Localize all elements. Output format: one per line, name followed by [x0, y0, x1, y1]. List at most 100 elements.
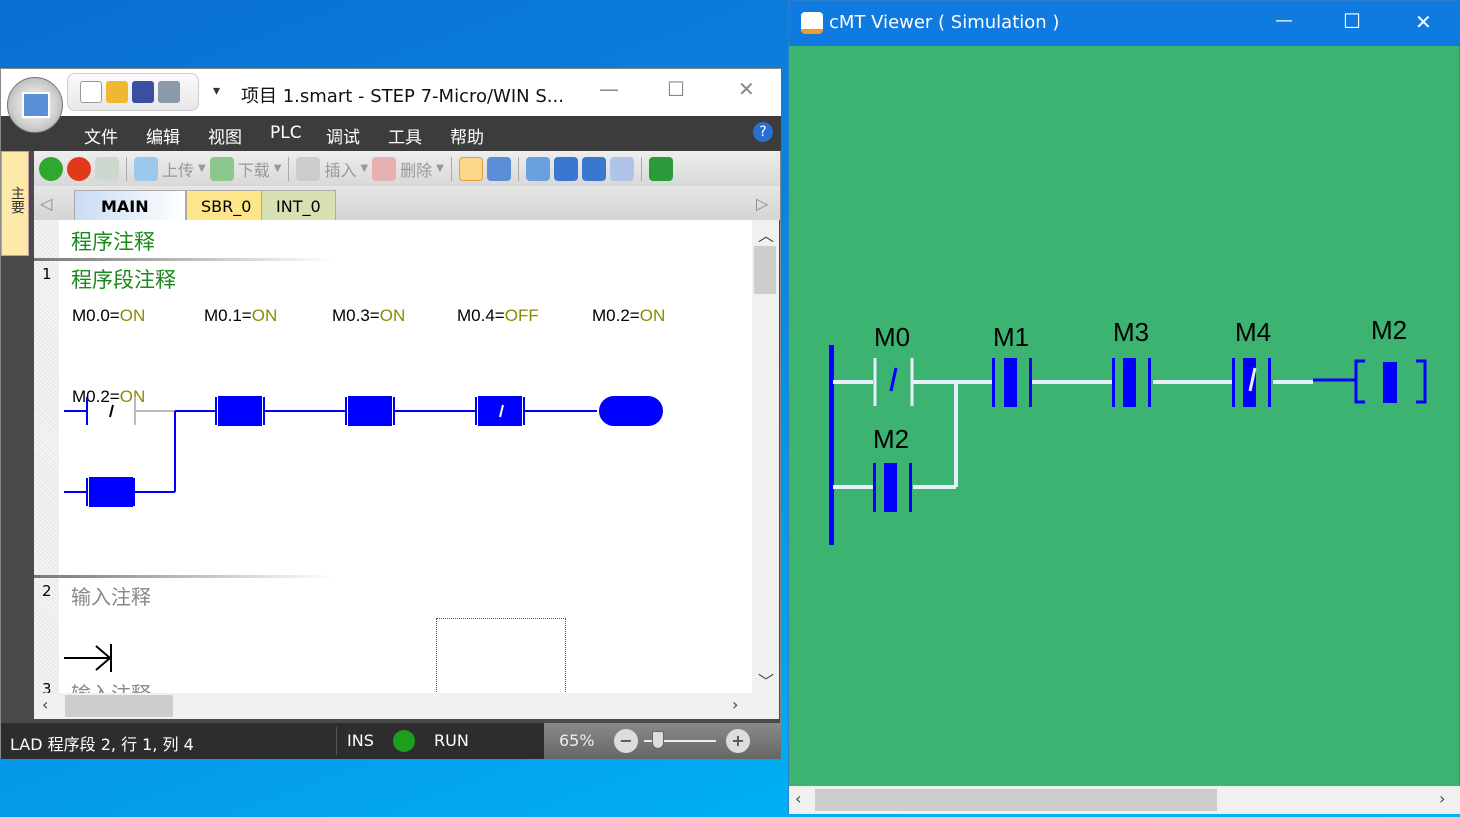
minimize-button[interactable]: —	[599, 77, 619, 101]
m2-branch-contact	[884, 463, 897, 512]
upload-icon	[134, 156, 158, 181]
coil-label: M2	[1371, 315, 1407, 345]
minimize-button[interactable]: —	[1275, 10, 1293, 31]
network-number: 1	[42, 265, 52, 283]
insert-button[interactable]: 插入	[324, 160, 357, 180]
upload-button[interactable]: 上传	[162, 160, 195, 180]
contact-label: M0.2=ON	[72, 387, 145, 406]
network-gutter	[34, 220, 59, 693]
scroll-thumb[interactable]	[65, 695, 173, 717]
network-1-ladder: M0.0=ON M0.1=ON M0.3=ON M0.4=OFF M0.2=ON…	[64, 306, 665, 507]
status-bar: LAD 程序段 2, 行 1, 列 4 INS RUN 65% − +	[1, 723, 781, 759]
scroll-down-icon[interactable]: ﹀	[758, 672, 775, 691]
remove-bookmark-icon[interactable]	[609, 156, 634, 181]
run-icon[interactable]	[39, 156, 63, 181]
contact-m02-active	[89, 477, 133, 507]
qat-dropdown-icon[interactable]: ▾	[213, 83, 221, 99]
tab-int0[interactable]: INT_0	[261, 190, 336, 220]
zoom-slider[interactable]	[644, 740, 716, 742]
scroll-left-icon[interactable]: ‹	[42, 695, 49, 714]
contact-label: M0.0=ON	[72, 306, 145, 325]
app-menu-button[interactable]	[7, 77, 63, 133]
stop-icon[interactable]	[67, 156, 91, 181]
network-comment[interactable]: 程序段注释	[71, 268, 176, 292]
close-button[interactable]: ✕	[1415, 10, 1432, 34]
network-comment[interactable]: 输入注释	[71, 585, 151, 609]
bookmark-icon[interactable]	[525, 156, 550, 181]
next-bookmark-icon[interactable]	[581, 156, 606, 181]
horizontal-scrollbar[interactable]: ‹ ›	[34, 693, 779, 719]
horizontal-scrollbar[interactable]: ‹ ›	[789, 786, 1460, 814]
ladder-editor[interactable]: 程序注释 1 程序段注释 M0.0=ON M0.1=ON M0.3=ON M0.…	[34, 220, 752, 693]
menu-file[interactable]: 文件	[84, 128, 118, 148]
tab-scroll-right[interactable]: ▷	[756, 194, 769, 213]
zoom-control: 65% − +	[544, 723, 781, 759]
print-icon[interactable]	[158, 81, 180, 103]
open-icon[interactable]	[106, 81, 128, 103]
table-status-icon[interactable]	[486, 156, 511, 181]
scroll-thumb[interactable]	[815, 789, 1217, 811]
zoom-slider-thumb[interactable]	[652, 731, 664, 749]
scroll-thumb[interactable]	[754, 246, 776, 294]
compile-icon[interactable]	[95, 156, 119, 181]
insert-icon	[296, 156, 321, 181]
menu-debug[interactable]: 调试	[326, 128, 360, 148]
quick-access-toolbar	[67, 73, 199, 111]
menu-tools[interactable]: 工具	[388, 128, 422, 148]
maximize-button[interactable]: ☐	[667, 77, 685, 101]
delete-button[interactable]: 删除	[400, 160, 433, 180]
save-icon[interactable]	[132, 81, 154, 103]
m1-label: M1	[993, 322, 1029, 352]
cursor-position: LAD 程序段 2, 行 1, 列 4	[10, 735, 194, 754]
network-number: 2	[42, 582, 52, 600]
program-comment[interactable]: 程序注释	[71, 230, 155, 254]
contact-m04-active	[478, 396, 522, 426]
project-tree-tab[interactable]: 主要	[1, 151, 29, 256]
go-icon[interactable]	[648, 156, 673, 181]
plc-run-state: RUN	[434, 731, 469, 750]
coil-label: M0.2=ON	[592, 306, 665, 325]
new-icon[interactable]	[80, 81, 102, 103]
program-status-icon[interactable]	[458, 156, 483, 181]
tab-sbr0[interactable]: SBR_0	[186, 190, 267, 220]
selection-cursor[interactable]	[436, 618, 566, 693]
menu-view[interactable]: 视图	[208, 128, 242, 148]
run-status-indicator	[393, 730, 415, 752]
m3-label: M3	[1113, 317, 1149, 347]
branch-label: M2	[873, 424, 909, 454]
cmt-viewer-window: cMT Viewer ( Simulation ) — ☐ ✕ M0 M1 M3…	[788, 0, 1460, 814]
download-button[interactable]: 下载	[237, 160, 270, 180]
scroll-right-icon[interactable]: ›	[732, 695, 739, 714]
scroll-left-icon[interactable]: ‹	[795, 789, 802, 808]
menu-help[interactable]: 帮助	[450, 128, 484, 148]
title-bar: cMT Viewer ( Simulation ) — ☐ ✕	[789, 1, 1460, 46]
network-comment[interactable]: 输入注释	[71, 678, 151, 693]
m2-coil	[1383, 362, 1397, 403]
scroll-up-icon[interactable]: ︿	[758, 226, 775, 245]
vertical-scrollbar[interactable]: ︿ ﹀	[752, 220, 779, 693]
maximize-button[interactable]: ☐	[1343, 9, 1361, 33]
network-number: 3	[42, 680, 52, 693]
scroll-right-icon[interactable]: ›	[1439, 789, 1446, 808]
m4-contact	[1243, 358, 1256, 407]
rung-start-icon	[64, 644, 112, 672]
m0-label: M0	[874, 322, 910, 352]
zoom-out-button[interactable]: −	[614, 729, 638, 753]
coil-m02-active	[599, 396, 663, 426]
hmi-ladder-display: M0 M1 M3 M4 M2 M2	[829, 315, 1427, 545]
menu-plc[interactable]: PLC	[270, 123, 302, 143]
tab-main[interactable]: MAIN ✕	[74, 190, 186, 235]
delete-icon	[372, 156, 397, 181]
close-button[interactable]: ✕	[738, 77, 755, 101]
prev-bookmark-icon[interactable]	[553, 156, 578, 181]
help-icon[interactable]: ?	[753, 122, 773, 142]
menu-bar: 文件 编辑 视图 PLC 调试 工具 帮助 ?	[1, 116, 781, 151]
contact-m03-active	[348, 396, 392, 426]
zoom-in-button[interactable]: +	[726, 729, 750, 753]
cmt-app-icon	[801, 12, 823, 34]
contact-m01-active	[218, 396, 262, 426]
tab-scroll-left[interactable]: ◁	[40, 194, 53, 213]
menu-edit[interactable]: 编辑	[146, 128, 180, 148]
window-title: cMT Viewer ( Simulation )	[829, 12, 1060, 33]
insert-mode: INS	[347, 731, 374, 750]
